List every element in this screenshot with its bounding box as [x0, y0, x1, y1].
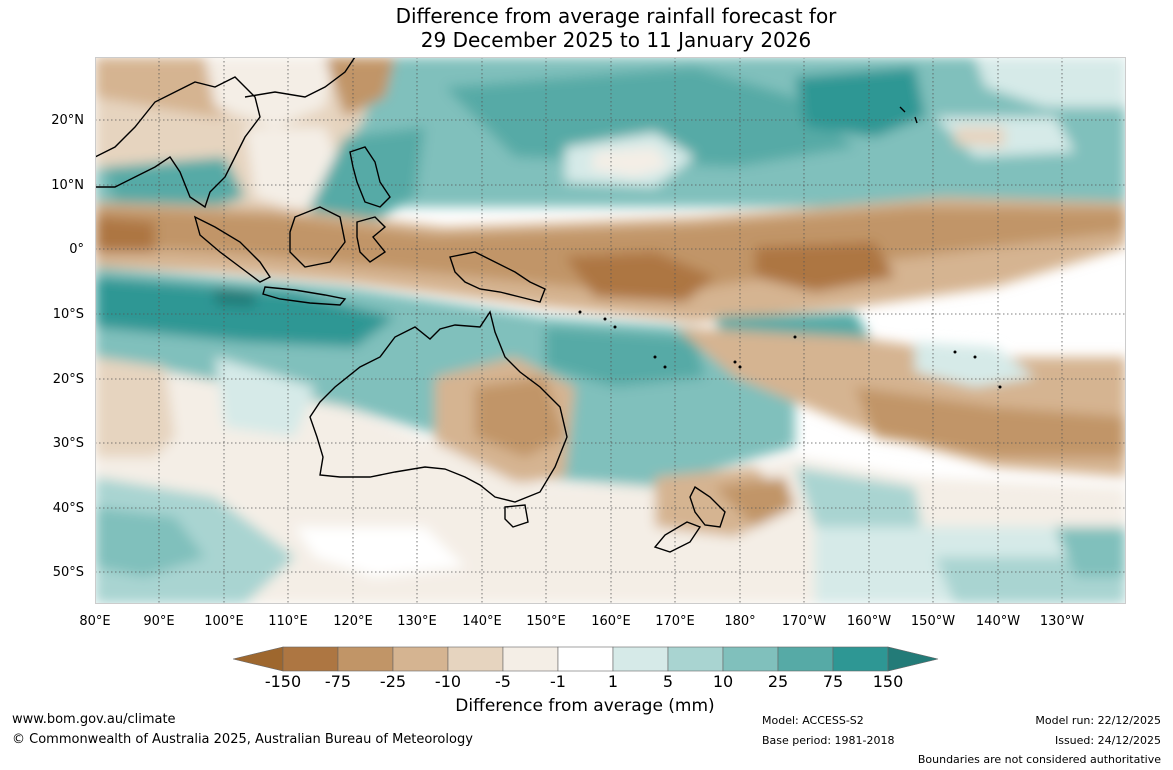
sumatra-coastline: [193, 215, 272, 283]
colorbar-tick-label: 150: [872, 672, 904, 691]
java-coastline: [262, 286, 347, 306]
tasmania-coastline: [504, 504, 529, 528]
colorbar-tick-label: 25: [767, 672, 789, 691]
graticule: [95, 57, 1126, 604]
lon-label: 90°E: [143, 614, 175, 629]
colorbar-segment: [832, 646, 889, 672]
colorbar-title: Difference from average (mm): [455, 696, 715, 716]
colorbar-segment: [502, 646, 559, 672]
lat-label: 50°S: [52, 565, 84, 580]
colorbar-tick-label: 1: [607, 672, 619, 691]
colorbar-tick-label: -10: [434, 672, 462, 691]
lon-label: 130°W: [1039, 614, 1085, 629]
colorbar-segment: [722, 646, 779, 672]
lon-label: 130°E: [397, 614, 437, 629]
lat-label: 0°: [69, 242, 84, 257]
lon-label: 120°E: [333, 614, 373, 629]
colorbar-segment: [392, 646, 449, 672]
lon-label: 100°E: [204, 614, 244, 629]
model-run-text: Model run: 22/12/2025: [1035, 714, 1161, 727]
sulawesi-coastline: [356, 216, 387, 263]
lat-label: 10°S: [52, 307, 84, 322]
lon-label: 140°E: [462, 614, 502, 629]
australia-coastline: [309, 310, 568, 503]
lon-label: 80°E: [79, 614, 111, 629]
pacific-islands: [578, 310, 1002, 389]
new-zealand-south-coastline: [653, 521, 702, 553]
colorbar: [233, 646, 939, 672]
lon-label: 150°W: [910, 614, 956, 629]
coastlines: [95, 57, 918, 553]
philippines-coastline: [349, 146, 391, 208]
colorbar-segment: [667, 646, 724, 672]
new-guinea-coastline: [449, 251, 546, 303]
colorbar-tick-label: 10: [712, 672, 734, 691]
colorbar-segment: [337, 646, 394, 672]
colorbar-segment: [612, 646, 669, 672]
lat-label: 20°N: [51, 113, 84, 128]
map-title: Difference from average rainfall forecas…: [0, 4, 1173, 52]
copyright-text: © Commonwealth of Australia 2025, Austra…: [12, 732, 473, 747]
rainfall-anomaly-field: [95, 57, 1126, 604]
colorbar-segment: [282, 646, 339, 672]
lat-label: 10°N: [51, 178, 84, 193]
colorbar-tick-label: -5: [495, 672, 511, 691]
colorbar-segment: [557, 646, 614, 672]
lon-label: 140°W: [975, 614, 1021, 629]
website-link[interactable]: www.bom.gov.au/climate: [12, 712, 176, 727]
lon-label: 160°W: [846, 614, 892, 629]
colorbar-tick-label: -1: [550, 672, 566, 691]
lon-label: 180°: [724, 614, 756, 629]
borneo-coastline: [289, 206, 346, 268]
asia-coastline: [95, 76, 261, 209]
colorbar-arrow-high: [887, 646, 939, 672]
colorbar-segment: [777, 646, 834, 672]
boundaries-disclaimer: Boundaries are not considered authoritat…: [917, 753, 1161, 766]
lon-label: 170°E: [655, 614, 695, 629]
lon-label: 160°E: [591, 614, 631, 629]
colorbar-segment: [447, 646, 504, 672]
title-line-1: Difference from average rainfall forecas…: [395, 4, 837, 28]
colorbar-tick-label: -150: [264, 672, 302, 691]
title-line-2: 29 December 2025 to 11 January 2026: [420, 28, 812, 52]
colorbar-tick-label: -75: [324, 672, 352, 691]
lon-label: 150°E: [526, 614, 566, 629]
model-text: Model: ACCESS-S2: [762, 714, 864, 727]
lon-label: 170°W: [781, 614, 827, 629]
colorbar-tick-label: 5: [662, 672, 674, 691]
rainfall-map: [95, 57, 1126, 604]
lat-label: 30°S: [52, 436, 84, 451]
colorbar-tick-label: 75: [822, 672, 844, 691]
issued-text: Issued: 24/12/2025: [1054, 734, 1161, 747]
lat-label: 20°S: [52, 372, 84, 387]
colorbar-tick-label: -25: [379, 672, 407, 691]
base-period-text: Base period: 1981-2018: [762, 734, 895, 747]
lon-label: 110°E: [268, 614, 308, 629]
colorbar-arrow-low: [233, 646, 284, 672]
lat-label: 40°S: [52, 501, 84, 516]
new-zealand-north-coastline: [689, 485, 726, 528]
